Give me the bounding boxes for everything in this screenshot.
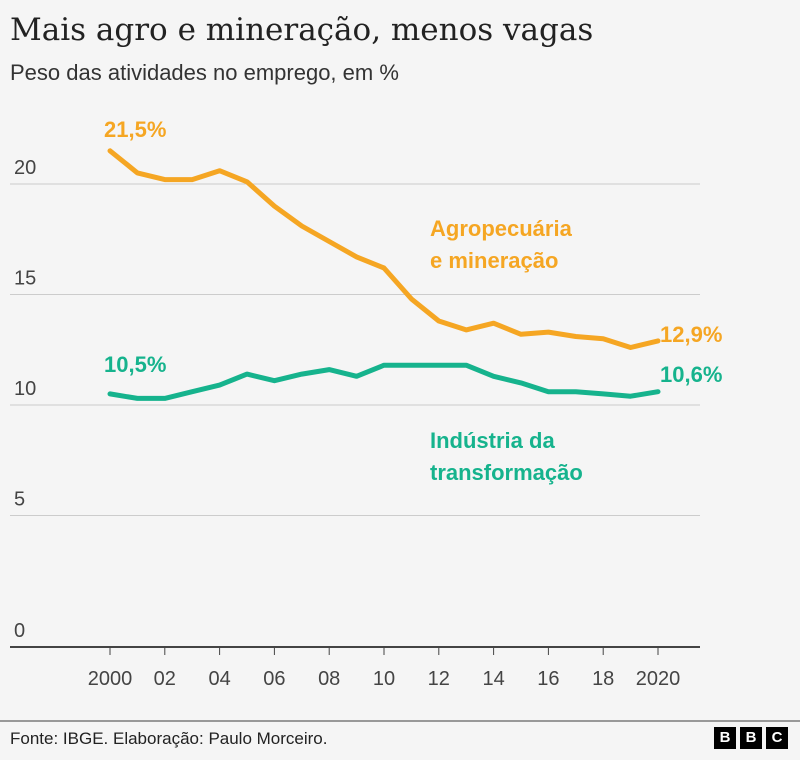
chart-title: Mais agro e mineração, menos vagas — [10, 12, 594, 48]
logo-letter: C — [766, 727, 788, 749]
x-tick-label: 08 — [318, 668, 340, 690]
y-tick-label: 20 — [14, 157, 36, 179]
logo-letter: B — [740, 727, 762, 749]
series-label: Agropecuária — [430, 216, 573, 241]
end-value-label: 10,6% — [660, 362, 722, 387]
x-tick-label: 06 — [263, 668, 285, 690]
x-tick-label: 12 — [428, 668, 450, 690]
end-value-label: 12,9% — [660, 322, 722, 347]
x-tick-label: 02 — [154, 668, 176, 690]
start-value-label: 21,5% — [104, 117, 166, 142]
start-value-label: 10,5% — [104, 352, 166, 377]
x-tick-label: 04 — [208, 668, 230, 690]
logo-letter: B — [714, 727, 736, 749]
series-line — [107, 362, 661, 401]
y-tick-label: 0 — [14, 620, 25, 642]
line-chart: 0 5 10 15 20 2000 02 04 06 08 10 12 14 16 18 2020 21,5% 1… — [10, 117, 722, 690]
footer-divider — [0, 720, 800, 722]
y-tick-label: 15 — [14, 268, 36, 290]
series-line — [107, 148, 661, 350]
x-tick-label: 14 — [482, 668, 504, 690]
x-tick-label: 2000 — [88, 668, 133, 690]
series-label: e mineração — [430, 248, 558, 273]
y-tick-label: 5 — [14, 489, 25, 511]
chart-subtitle: Peso das atividades no emprego, em % — [10, 60, 399, 85]
bbc-logo: B B C — [714, 727, 788, 749]
source-note: Fonte: IBGE. Elaboração: Paulo Morceiro. — [10, 729, 328, 748]
x-tick-label: 10 — [373, 668, 395, 690]
series-label: Indústria da — [430, 428, 555, 453]
x-tick-label: 2020 — [636, 668, 681, 690]
x-tick-label: 16 — [537, 668, 559, 690]
x-tick-label: 18 — [592, 668, 614, 690]
series-label: transformação — [430, 460, 583, 485]
y-tick-label: 10 — [14, 378, 36, 400]
